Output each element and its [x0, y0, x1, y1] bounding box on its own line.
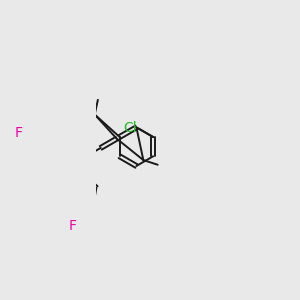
Text: F: F — [15, 126, 23, 140]
Text: Cl: Cl — [123, 121, 137, 135]
Text: F: F — [69, 219, 76, 233]
